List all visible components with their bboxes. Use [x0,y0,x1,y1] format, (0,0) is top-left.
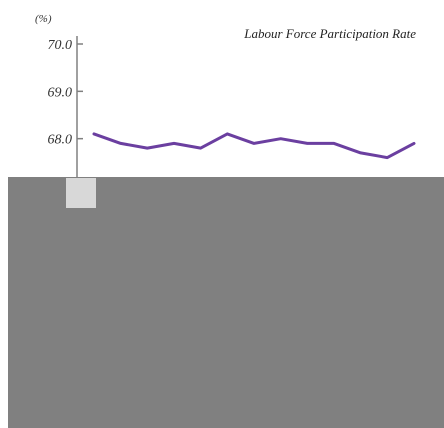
y-unit-label: (%) [35,13,52,25]
chart-title: Labour Force Participation Rate [243,26,416,41]
y-tick-label-1: 69.0 [48,85,73,100]
occluding-panel [8,177,444,428]
y-tick-label-2: 68.0 [48,133,73,148]
series-group [92,132,416,160]
series-line-0 [92,132,416,160]
occluding-panel-corner [66,178,96,208]
y-tick-label-0: 70.0 [48,38,73,53]
